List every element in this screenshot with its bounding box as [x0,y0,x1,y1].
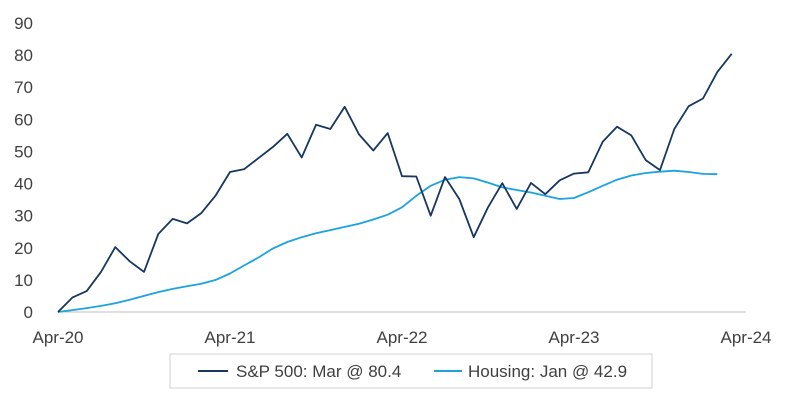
x-tick-label: Apr-23 [548,328,599,347]
y-tick-label: 80 [14,46,33,65]
y-tick-label: 50 [14,142,33,161]
legend-label-sp500: S&P 500: Mar @ 80.4 [236,362,401,381]
y-tick-label: 20 [14,239,33,258]
series-line-housing [57,169,718,313]
y-tick-label: 70 [14,78,33,97]
x-tick-label: Apr-21 [204,328,255,347]
series-line-sp500 [57,53,733,313]
series-lines [57,53,733,313]
legend-label-housing: Housing: Jan @ 42.9 [468,362,627,381]
y-tick-label: 60 [14,110,33,129]
y-tick-label: 10 [14,271,33,290]
y-tick-label: 90 [14,14,33,33]
x-tick-label: Apr-24 [720,328,771,347]
y-tick-label: 0 [24,303,33,322]
legend: S&P 500: Mar @ 80.4 Housing: Jan @ 42.9 [169,353,653,389]
y-tick-label: 40 [14,175,33,194]
legend-box [169,353,653,389]
x-axis-ticks: Apr-20 Apr-21 Apr-22 Apr-23 Apr-24 [32,328,771,347]
x-tick-label: Apr-22 [376,328,427,347]
x-tick-label: Apr-20 [32,328,83,347]
y-axis-ticks: 0 10 20 30 40 50 60 70 80 90 [14,14,33,322]
y-tick-label: 30 [14,207,33,226]
